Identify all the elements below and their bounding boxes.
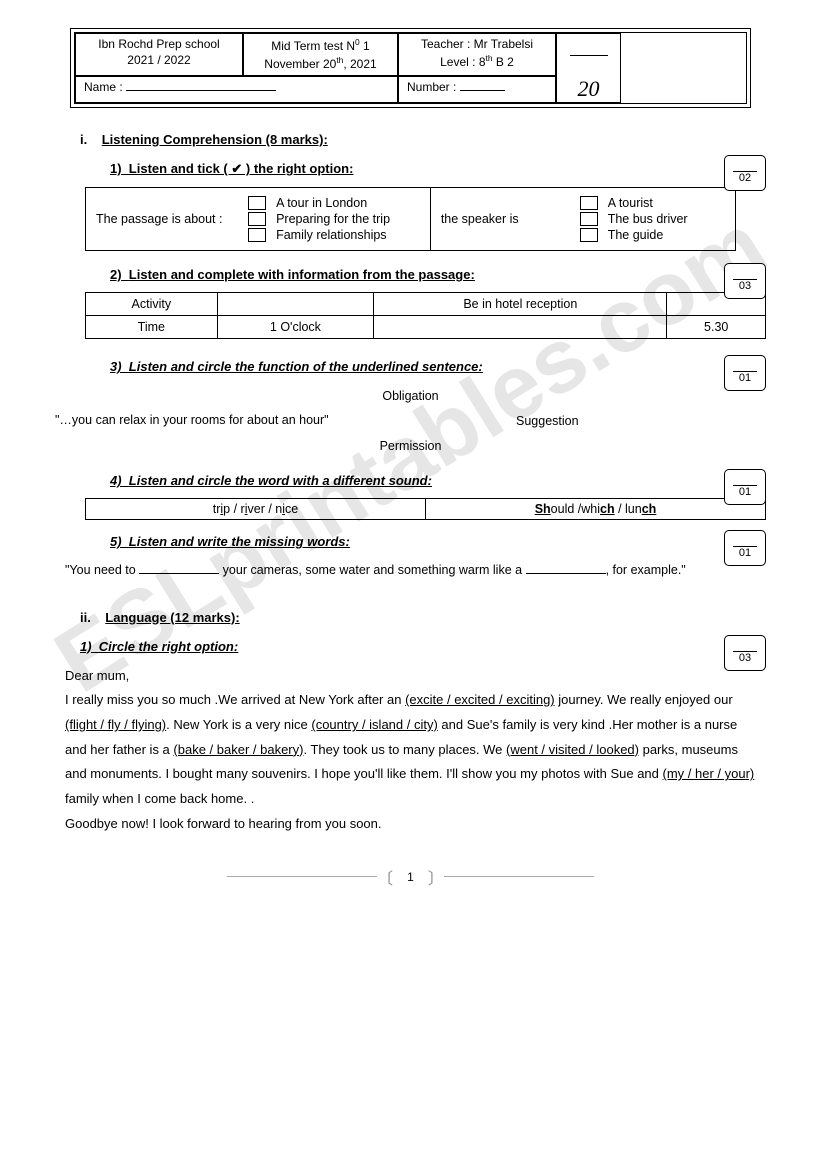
q3-opt[interactable]: Obligation (55, 384, 766, 409)
score-box-q3: 01 (724, 355, 766, 391)
q1-right-opt[interactable]: The bus driver (580, 212, 725, 226)
lang-q1-title: 1) Circle the right option: (80, 639, 766, 654)
q4-cell[interactable]: Should /which / lunch (425, 499, 765, 519)
q3-title: 3) Listen and circle the function of the… (110, 359, 766, 374)
checkbox-icon[interactable] (580, 212, 598, 226)
q1-title: 1) Listen and tick ( ✔ ) the right optio… (110, 161, 766, 177)
q1-left-label: The passage is about : (86, 188, 238, 250)
hdr-number-field[interactable]: Number : (398, 76, 556, 103)
blank-field[interactable] (526, 573, 606, 574)
hdr-name-field[interactable]: Name : (75, 76, 398, 103)
score-box-q2: 03 (724, 263, 766, 299)
score-box-lang-q1: 03 (724, 635, 766, 671)
table-row: Activity Be in hotel reception (86, 293, 766, 316)
q5-text: "You need to your cameras, some water an… (65, 559, 756, 582)
q5-title: 5) Listen and write the missing words: (110, 534, 766, 549)
section1-heading: i. Listening Comprehension (8 marks): (80, 132, 766, 147)
q3-quote: "…you can relax in your rooms for about … (55, 413, 486, 434)
q3-opt[interactable]: Suggestion (486, 409, 766, 434)
q1-right-opt[interactable]: A tourist (580, 196, 725, 210)
q1-left-opt[interactable]: Preparing for the trip (248, 212, 420, 226)
score-box-q5: 01 (724, 530, 766, 566)
score-box-q1: 02 (724, 155, 766, 191)
checkbox-icon[interactable] (248, 196, 266, 210)
page-footer: 〔 1 〕 (55, 865, 766, 889)
q1-options-table: The passage is about : A tour in London … (85, 187, 736, 251)
q4-cell[interactable]: trip / river / nice (86, 499, 425, 519)
letter-greeting: Dear mum, (65, 664, 756, 689)
q2-title: 2) Listen and complete with information … (110, 267, 766, 282)
letter-closing: Goodbye now! I look forward to hearing f… (65, 812, 756, 837)
hdr-score-denom: 20 (556, 76, 621, 103)
checkbox-icon[interactable] (248, 212, 266, 226)
checkbox-icon[interactable] (580, 196, 598, 210)
header-box: Ibn Rochd Prep school 2021 / 2022 Mid Te… (70, 28, 751, 108)
q1-left-opt[interactable]: A tour in London (248, 196, 420, 210)
checkbox-icon[interactable] (248, 228, 266, 242)
q3-opt[interactable]: Permission (55, 434, 766, 459)
q4-table: trip / river / nice Should /which / lunc… (85, 498, 766, 520)
q4-title: 4) Listen and circle the word with a dif… (110, 473, 766, 488)
page-number: 1 (393, 870, 428, 884)
q2-table: Activity Be in hotel reception Time 1 O'… (85, 292, 766, 339)
q1-right-label: the speaker is (431, 188, 570, 250)
section2-heading: ii. Language (12 marks): (80, 610, 766, 625)
table-row: Time 1 O'clock 5.30 (86, 316, 766, 339)
hdr-teacher: Teacher : Mr Trabelsi Level : 8th B 2 (398, 33, 556, 76)
hdr-school: Ibn Rochd Prep school 2021 / 2022 (75, 33, 243, 76)
q1-right-opt[interactable]: The guide (580, 228, 725, 242)
q1-left-opt[interactable]: Family relationships (248, 228, 420, 242)
letter-body: I really miss you so much .We arrived at… (65, 688, 756, 811)
score-box-q4: 01 (724, 469, 766, 505)
hdr-score (556, 33, 621, 76)
hdr-test: Mid Term test N0 1 November 20th, 2021 (243, 33, 398, 76)
blank-field[interactable] (139, 573, 219, 574)
checkbox-icon[interactable] (580, 228, 598, 242)
